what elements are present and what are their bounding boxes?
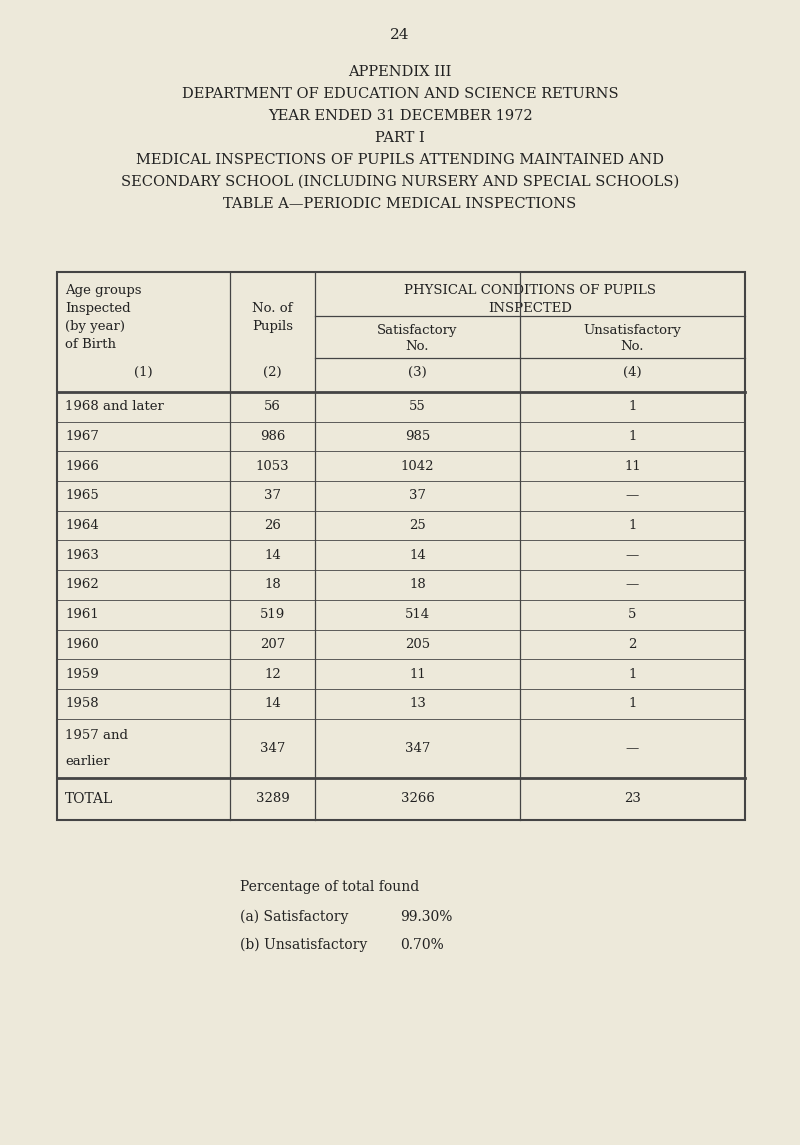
Text: YEAR ENDED 31 DECEMBER 1972: YEAR ENDED 31 DECEMBER 1972 — [268, 109, 532, 123]
Text: Pupils: Pupils — [252, 319, 293, 333]
Text: Inspected: Inspected — [65, 302, 130, 315]
Text: 1967: 1967 — [65, 431, 99, 443]
Text: —: — — [626, 548, 639, 562]
Text: 519: 519 — [260, 608, 285, 622]
Text: MEDICAL INSPECTIONS OF PUPILS ATTENDING MAINTAINED AND: MEDICAL INSPECTIONS OF PUPILS ATTENDING … — [136, 153, 664, 167]
Text: Satisfactory: Satisfactory — [378, 324, 458, 337]
Text: (4): (4) — [623, 366, 642, 379]
Text: 1053: 1053 — [256, 460, 290, 473]
Text: TABLE A—PERIODIC MEDICAL INSPECTIONS: TABLE A—PERIODIC MEDICAL INSPECTIONS — [223, 197, 577, 211]
Text: 1: 1 — [628, 401, 637, 413]
Text: of Birth: of Birth — [65, 338, 116, 352]
Text: 1: 1 — [628, 668, 637, 680]
Text: 55: 55 — [409, 401, 426, 413]
Text: 1966: 1966 — [65, 460, 99, 473]
Text: 37: 37 — [264, 489, 281, 503]
Text: 3289: 3289 — [256, 792, 290, 805]
Text: 18: 18 — [409, 578, 426, 592]
Text: 99.30%: 99.30% — [400, 910, 452, 924]
Text: 347: 347 — [260, 742, 285, 755]
Text: 1958: 1958 — [65, 697, 98, 710]
Text: (by year): (by year) — [65, 319, 125, 333]
Text: 1960: 1960 — [65, 638, 98, 650]
Text: 207: 207 — [260, 638, 285, 650]
Text: 1959: 1959 — [65, 668, 98, 680]
Text: INSPECTED: INSPECTED — [488, 302, 572, 315]
Text: 24: 24 — [390, 27, 410, 42]
Text: —: — — [626, 578, 639, 592]
Text: No. of: No. of — [252, 302, 293, 315]
Text: 14: 14 — [264, 697, 281, 710]
Text: 14: 14 — [264, 548, 281, 562]
Text: 1042: 1042 — [401, 460, 434, 473]
Text: 11: 11 — [624, 460, 641, 473]
Text: 1964: 1964 — [65, 519, 98, 532]
Text: SECONDARY SCHOOL (INCLUDING NURSERY AND SPECIAL SCHOOLS): SECONDARY SCHOOL (INCLUDING NURSERY AND … — [121, 175, 679, 189]
Text: 3266: 3266 — [401, 792, 434, 805]
Text: No.: No. — [621, 340, 644, 353]
Text: DEPARTMENT OF EDUCATION AND SCIENCE RETURNS: DEPARTMENT OF EDUCATION AND SCIENCE RETU… — [182, 87, 618, 101]
Text: 347: 347 — [405, 742, 430, 755]
Text: TOTAL: TOTAL — [65, 792, 114, 806]
Text: 25: 25 — [409, 519, 426, 532]
Text: 1957 and: 1957 and — [65, 728, 128, 742]
Text: 0.70%: 0.70% — [400, 938, 444, 951]
Text: —: — — [626, 489, 639, 503]
Text: 1961: 1961 — [65, 608, 98, 622]
Text: 205: 205 — [405, 638, 430, 650]
Text: PHYSICAL CONDITIONS OF PUPILS: PHYSICAL CONDITIONS OF PUPILS — [404, 284, 656, 297]
Text: 1962: 1962 — [65, 578, 98, 592]
Text: 26: 26 — [264, 519, 281, 532]
Text: No.: No. — [406, 340, 430, 353]
Text: —: — — [626, 742, 639, 755]
Text: earlier: earlier — [65, 755, 110, 768]
Text: 1: 1 — [628, 431, 637, 443]
Text: 18: 18 — [264, 578, 281, 592]
Text: 1: 1 — [628, 697, 637, 710]
Text: 1963: 1963 — [65, 548, 99, 562]
Text: 56: 56 — [264, 401, 281, 413]
Text: 13: 13 — [409, 697, 426, 710]
Text: 1965: 1965 — [65, 489, 98, 503]
Bar — [57, 273, 745, 820]
Text: 12: 12 — [264, 668, 281, 680]
Text: (b) Unsatisfactory: (b) Unsatisfactory — [240, 938, 367, 953]
Text: (3): (3) — [408, 366, 427, 379]
Text: PART I: PART I — [375, 131, 425, 145]
Text: Unsatisfactory: Unsatisfactory — [583, 324, 682, 337]
Text: Age groups: Age groups — [65, 284, 142, 297]
Text: (a) Satisfactory: (a) Satisfactory — [240, 910, 348, 924]
Text: APPENDIX III: APPENDIX III — [348, 65, 452, 79]
Text: 1: 1 — [628, 519, 637, 532]
Text: Percentage of total found: Percentage of total found — [240, 881, 419, 894]
Text: (2): (2) — [263, 366, 282, 379]
Text: 986: 986 — [260, 431, 285, 443]
Text: 2: 2 — [628, 638, 637, 650]
Text: 11: 11 — [409, 668, 426, 680]
Text: 1968 and later: 1968 and later — [65, 401, 164, 413]
Text: 514: 514 — [405, 608, 430, 622]
Text: 37: 37 — [409, 489, 426, 503]
Text: 23: 23 — [624, 792, 641, 805]
Text: 14: 14 — [409, 548, 426, 562]
Text: 985: 985 — [405, 431, 430, 443]
Text: 5: 5 — [628, 608, 637, 622]
Text: (1): (1) — [134, 366, 153, 379]
